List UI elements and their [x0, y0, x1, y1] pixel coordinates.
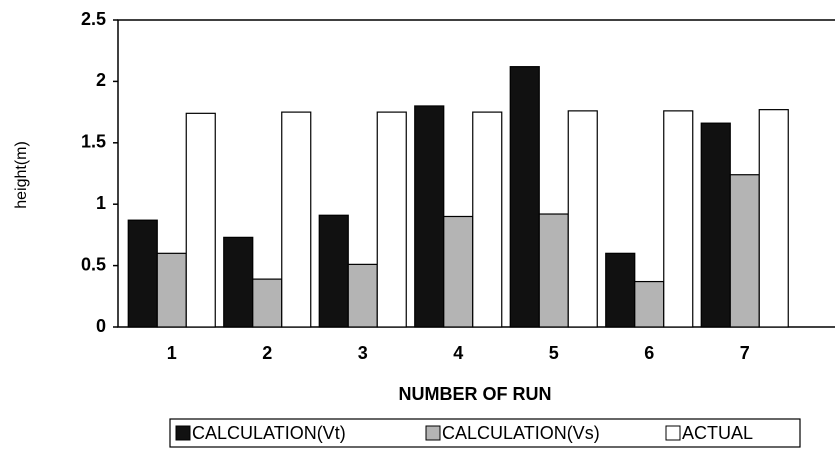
bar: [156, 252, 187, 328]
y-tick-label: 1: [96, 193, 106, 213]
bar: [414, 105, 445, 328]
y-tick-label: 0.5: [81, 254, 106, 274]
legend-box: [169, 418, 801, 448]
legend-swatch: [665, 425, 681, 441]
bar: [605, 252, 636, 328]
x-tick-label: 4: [453, 343, 463, 363]
y-tick-label: 2.5: [81, 9, 106, 29]
bar: [634, 280, 665, 328]
x-axis-label: NUMBER OF RUN: [399, 384, 552, 404]
bar: [700, 122, 731, 328]
bar: [472, 111, 503, 328]
bar: [252, 278, 283, 328]
bar: [185, 112, 216, 328]
bar: [376, 111, 407, 328]
x-tick-label: 2: [262, 343, 272, 363]
bar: [663, 110, 694, 328]
legend-label: ACTUAL: [682, 423, 753, 443]
x-tick-label: 3: [358, 343, 368, 363]
y-tick-label: 1.5: [81, 132, 106, 152]
bar: [567, 110, 598, 328]
bar: [758, 109, 789, 328]
bar: [281, 111, 312, 328]
x-tick-label: 7: [740, 343, 750, 363]
x-tick-label: 6: [644, 343, 654, 363]
bar: [509, 66, 540, 328]
legend-swatch: [175, 425, 191, 441]
bar: [538, 213, 569, 328]
x-tick-label: 5: [549, 343, 559, 363]
bar: [347, 263, 378, 328]
legend-label: CALCULATION(Vt): [192, 423, 346, 443]
x-tick-label: 1: [167, 343, 177, 363]
legend-label: CALCULATION(Vs): [442, 423, 600, 443]
bar: [729, 174, 760, 328]
bar: [318, 214, 349, 328]
legend-swatch: [425, 425, 441, 441]
y-tick-label: 2: [96, 70, 106, 90]
y-tick-label: 0: [96, 316, 106, 336]
bar: [223, 236, 254, 328]
bar: [127, 219, 158, 328]
bar: [443, 215, 474, 328]
y-axis-label: height(m): [13, 141, 30, 209]
